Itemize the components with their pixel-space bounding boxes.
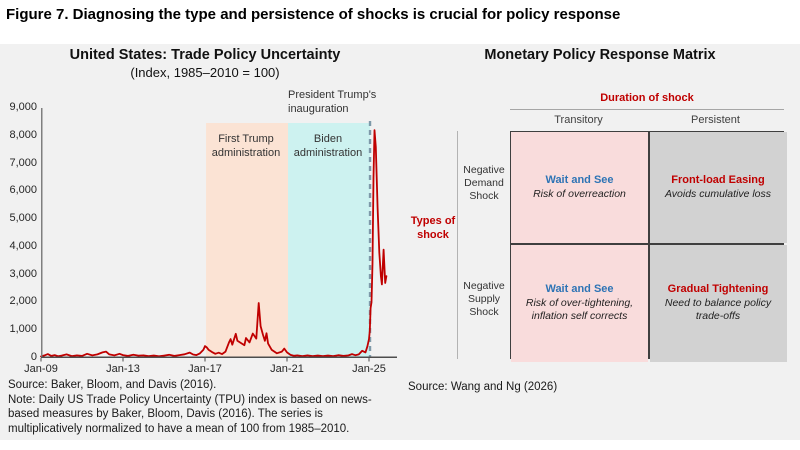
- types-of-shock-label: Types of shock: [410, 215, 456, 241]
- cell-subtitle: Avoids cumulative loss: [664, 188, 772, 200]
- band-biden-administration: [288, 123, 371, 358]
- cell-title: Wait and See: [545, 174, 614, 186]
- figure-body: United States: Trade Policy Uncertainty …: [0, 44, 800, 440]
- y-tick-0: 0: [30, 351, 37, 363]
- cell-demand-transitory: Wait and See Risk of overreaction: [511, 132, 648, 243]
- inauguration-annotation: President Trump's inauguration: [288, 89, 377, 115]
- cell-supply-transitory: Wait and See Risk of over-tightening, in…: [511, 244, 648, 362]
- chart-title: United States: Trade Policy Uncertainty: [69, 47, 341, 63]
- col-header-transitory: Transitory: [554, 114, 603, 126]
- cell-subtitle: Risk of over-tightening, inflation self …: [525, 297, 634, 322]
- y-tick-5000: 5,000: [9, 212, 37, 224]
- chart-note: Note: Daily US Trade Policy Uncertainty …: [8, 393, 372, 435]
- figure-title: Figure 7. Diagnosing the type and persis…: [6, 6, 621, 23]
- policy-response-matrix: Wait and See Risk of overreaction Front-…: [510, 131, 787, 362]
- tpu-series-line: [40, 129, 388, 358]
- duration-of-shock-label: Duration of shock: [600, 92, 694, 104]
- cell-title: Gradual Tightening: [667, 283, 769, 295]
- cell-title: Wait and See: [545, 283, 614, 295]
- chart-source: Source: Baker, Bloom, and Davis (2016).: [8, 379, 217, 391]
- col-header-persistent: Persistent: [691, 114, 740, 126]
- matrix-title: Monetary Policy Response Matrix: [484, 47, 716, 63]
- x-axis-tick-marks: [40, 358, 370, 362]
- x-tick-jan21: Jan-21: [270, 363, 304, 375]
- y-tick-8000: 8,000: [9, 129, 37, 141]
- cell-title: Front-load Easing: [671, 174, 765, 186]
- y-tick-4000: 4,000: [9, 240, 37, 252]
- cell-subtitle: Need to balance policy trade-offs: [664, 297, 772, 322]
- band-first-trump-administration: [206, 123, 289, 358]
- y-tick-2000: 2,000: [9, 295, 37, 307]
- row-header-negative-demand-shock: Negative Demand Shock: [463, 164, 505, 202]
- y-tick-1000: 1,000: [9, 323, 37, 335]
- matrix-source: Source: Wang and Ng (2026): [408, 381, 558, 393]
- band-label-biden: Biden administration: [293, 133, 363, 159]
- duration-underline: [510, 109, 784, 110]
- y-tick-9000: 9,000: [9, 101, 37, 113]
- chart-source-note: Source: Baker, Bloom, and Davis (2016). …: [8, 378, 388, 436]
- chart-subtitle: (Index, 1985–2010 = 100): [130, 65, 280, 80]
- cell-demand-persistent: Front-load Easing Avoids cumulative loss: [649, 132, 787, 243]
- x-tick-jan13: Jan-13: [106, 363, 140, 375]
- row-header-negative-supply-shock: Negative Supply Shock: [463, 280, 505, 318]
- y-tick-3000: 3,000: [9, 268, 37, 280]
- tpu-chart-plot: [40, 108, 397, 362]
- x-tick-jan25: Jan-25: [352, 363, 386, 375]
- band-label-first-trump: First Trump administration: [211, 133, 281, 159]
- y-tick-7000: 7,000: [9, 157, 37, 169]
- x-tick-jan09: Jan-09: [24, 363, 58, 375]
- cell-supply-persistent: Gradual Tightening Need to balance polic…: [649, 244, 787, 362]
- row-label-divider: [457, 131, 458, 359]
- cell-subtitle: Risk of overreaction: [533, 188, 626, 200]
- x-tick-jan17: Jan-17: [188, 363, 222, 375]
- y-tick-6000: 6,000: [9, 184, 37, 196]
